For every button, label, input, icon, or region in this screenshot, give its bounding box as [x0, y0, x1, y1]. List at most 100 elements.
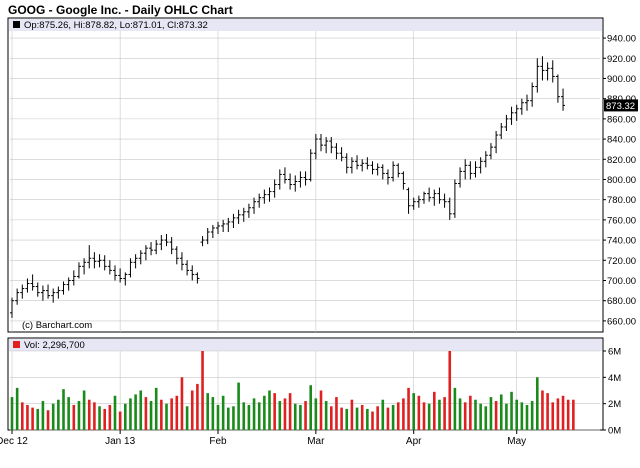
- x-tick-label: Mar: [307, 436, 325, 447]
- volume-bar: [551, 402, 555, 430]
- volume-bar: [448, 351, 452, 430]
- volume-bar: [211, 397, 215, 430]
- ohlc-bar: [118, 268, 123, 283]
- ohlc-bar: [298, 171, 303, 188]
- ohlc-bar: [514, 104, 519, 121]
- ohlc-bar: [540, 56, 545, 81]
- volume-bar: [190, 390, 194, 430]
- volume-bar: [510, 391, 513, 430]
- x-tick-label: Feb: [209, 436, 227, 447]
- volume-bar: [293, 403, 297, 430]
- ohlc-bar: [51, 288, 56, 303]
- volume-tick-label: 6M: [608, 347, 621, 358]
- ohlc-bar: [149, 242, 154, 256]
- price-tick-label: 820.00: [607, 155, 636, 166]
- volume-bar: [46, 410, 50, 430]
- ohlc-bar: [422, 191, 426, 204]
- volume-bar: [371, 411, 374, 430]
- ohlc-bar: [530, 82, 535, 107]
- volume-bar: [185, 406, 189, 430]
- volume-tick-label: 0M: [608, 426, 621, 437]
- ohlc-bar: [205, 227, 210, 245]
- volume-bar: [124, 403, 127, 430]
- ohlc-bar: [71, 270, 76, 286]
- volume-bar: [376, 406, 379, 430]
- ohlc-bar: [128, 258, 133, 278]
- volume-bar: [438, 399, 441, 430]
- ohlc-bar: [535, 58, 540, 93]
- volume-tick-label: 4M: [608, 373, 621, 384]
- volume-bar: [412, 393, 415, 430]
- ohlc-bar: [40, 285, 45, 301]
- volume-bar: [556, 398, 560, 430]
- ohlc-bar: [15, 288, 20, 305]
- ohlc-bar: [288, 173, 293, 190]
- ohlc-bar: [509, 106, 514, 125]
- ohlc-bar: [92, 252, 97, 269]
- price-tick-label: 760.00: [607, 215, 636, 226]
- ohlc-bar: [226, 217, 231, 233]
- ohlc-bar: [432, 189, 437, 206]
- price-tick-label: 700.00: [607, 276, 636, 287]
- volume-bar: [463, 402, 467, 430]
- volume-bar: [165, 403, 168, 430]
- ohlc-bar: [555, 74, 560, 103]
- price-tick-label: 940.00: [607, 34, 636, 45]
- ohlc-bar: [525, 94, 529, 111]
- volume-bar: [257, 402, 261, 430]
- ohlc-bar: [406, 187, 411, 214]
- price-tick-label: 920.00: [607, 54, 636, 65]
- ohlc-bar: [154, 240, 159, 255]
- ohlc-bar: [159, 235, 164, 251]
- volume-bar: [278, 401, 282, 430]
- volume-bar: [304, 401, 307, 430]
- volume-bar: [103, 408, 106, 430]
- ohlc-bar: [427, 187, 432, 202]
- volume-bar: [41, 401, 45, 430]
- volume-info-band: [9, 339, 602, 351]
- volume-bar: [505, 403, 508, 430]
- ohlc-bar: [164, 234, 169, 247]
- volume-bar: [340, 407, 343, 430]
- ohlc-bar: [56, 286, 61, 299]
- volume-bar: [139, 390, 143, 430]
- volume-bar: [227, 407, 230, 430]
- ohlc-bar: [25, 278, 30, 293]
- volume-bar: [314, 398, 318, 430]
- volume-bar: [499, 394, 503, 430]
- volume-bar: [108, 404, 112, 430]
- volume-bar: [386, 407, 390, 430]
- volume-bar: [129, 398, 132, 430]
- ohlc-bar: [252, 197, 257, 214]
- ohlc-bar: [365, 157, 370, 170]
- volume-bar: [360, 404, 364, 430]
- last-price-marker: 873.32: [604, 99, 638, 112]
- volume-bar: [479, 403, 482, 430]
- volume-bar: [26, 404, 29, 430]
- volume-bar: [536, 377, 539, 430]
- ohlc-bar: [293, 175, 298, 192]
- ohlc-bar: [324, 137, 329, 154]
- volume-bar: [469, 395, 472, 430]
- volume-bar: [324, 401, 328, 430]
- volume-bar: [237, 382, 240, 430]
- ohlc-bar: [277, 169, 282, 190]
- ohlc-series: [10, 56, 566, 318]
- volume-bar: [31, 407, 34, 430]
- ohlc-bar: [303, 171, 308, 186]
- price-y-axis: 660.00 680.00 700.00 720.00 740.00 760.00 780.…: [603, 34, 636, 327]
- ohlc-bar: [143, 245, 148, 261]
- price-tick-label: 800.00: [607, 175, 636, 186]
- volume-bar: [175, 395, 179, 430]
- volume-bar: [170, 398, 173, 430]
- x-tick-label: May: [507, 436, 526, 447]
- volume-bar: [422, 402, 426, 430]
- volume-bar: [484, 406, 488, 430]
- ohlc-bar: [246, 203, 251, 218]
- ohlc-bar: [458, 167, 463, 188]
- ohlc-bar: [344, 153, 349, 174]
- volume-bar: [335, 397, 338, 430]
- ohlc-bar: [504, 114, 509, 131]
- volume-tick-label: 2M: [608, 399, 621, 410]
- volume-bar: [154, 387, 158, 430]
